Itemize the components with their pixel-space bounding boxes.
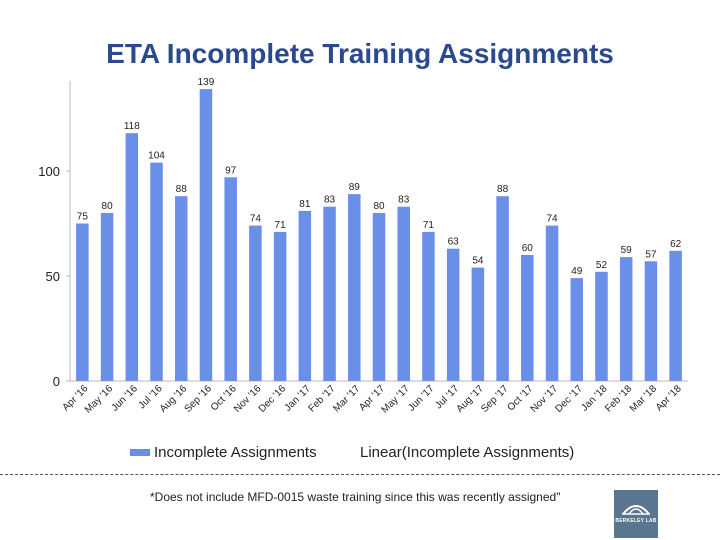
lab-dome-icon	[622, 505, 650, 515]
data-label: 74	[250, 214, 262, 225]
bar	[422, 231, 435, 381]
data-label: 71	[423, 220, 435, 231]
data-label: 80	[373, 201, 385, 212]
x-tick-label: Sep '16	[183, 383, 215, 415]
legend-entry-linear: Linear(Incomplete Assignments)	[360, 444, 575, 461]
data-label: 88	[497, 184, 509, 195]
logo-text: BERKELEY LAB	[615, 518, 657, 524]
x-tick-label: Sep '17	[479, 383, 511, 415]
bar	[619, 257, 633, 381]
data-label: 62	[670, 239, 682, 250]
bar	[273, 231, 287, 381]
data-label: 60	[522, 243, 534, 254]
data-label: 80	[102, 201, 114, 212]
bar	[595, 271, 608, 381]
bar	[446, 248, 460, 381]
bar	[298, 210, 312, 381]
x-tick-label: May '17	[380, 383, 413, 416]
data-label: 71	[275, 220, 287, 231]
data-label: 59	[621, 245, 633, 256]
bar	[644, 261, 658, 381]
data-label: 83	[398, 195, 410, 206]
x-tick-label: Dec '16	[257, 383, 289, 415]
bar	[669, 250, 682, 381]
legend-label-incomplete: Incomplete Assignments	[154, 444, 317, 461]
y-tick-label: 0	[53, 374, 60, 389]
bar	[249, 225, 262, 381]
bar	[471, 267, 485, 381]
data-label: 75	[77, 212, 89, 223]
bar	[100, 213, 114, 381]
x-tick-label: Mar '18	[628, 383, 659, 414]
data-label: 104	[148, 151, 165, 162]
y-tick-label: 50	[46, 269, 60, 284]
data-label: 89	[349, 182, 361, 193]
bar	[150, 162, 163, 381]
legend-swatch	[130, 449, 150, 456]
bar	[397, 206, 410, 381]
bar	[76, 223, 89, 381]
x-tick-label: Apr '18	[654, 383, 684, 413]
bar	[570, 278, 584, 381]
data-label: 52	[596, 260, 608, 271]
footnote: *Does not include MFD-0015 waste trainin…	[150, 490, 561, 504]
x-tick-label: Mar '17	[331, 383, 362, 414]
x-tick-label: Jun '16	[110, 383, 141, 414]
bar	[125, 133, 139, 381]
x-tick-label: May '16	[83, 383, 116, 416]
data-label: 81	[299, 199, 311, 210]
chart-title: ETA Incomplete Training Assignments	[106, 38, 614, 69]
bar	[224, 177, 237, 381]
bar	[545, 225, 559, 381]
bar	[372, 213, 386, 381]
data-label: 88	[176, 184, 188, 195]
data-label: 63	[448, 237, 460, 248]
legend-entry-incomplete: Incomplete Assignments	[130, 444, 317, 461]
data-label: 97	[225, 165, 237, 176]
data-label: 57	[645, 249, 657, 260]
bar	[521, 255, 534, 381]
bar	[348, 194, 361, 381]
bar	[496, 196, 509, 381]
y-tick-label: 100	[38, 164, 60, 179]
data-label: 74	[546, 214, 558, 225]
berkeley-lab-logo: BERKELEY LAB	[614, 490, 658, 538]
footer-divider	[0, 474, 720, 475]
x-tick-label: Jun '17	[406, 383, 437, 414]
data-label: 49	[571, 266, 583, 277]
bar	[323, 206, 336, 381]
bar	[174, 196, 188, 381]
data-label: 83	[324, 195, 336, 206]
data-label: 118	[124, 121, 140, 132]
bar	[199, 89, 213, 381]
data-label: 54	[472, 256, 484, 267]
x-tick-label: Dec '17	[553, 383, 585, 415]
data-label: 139	[198, 77, 215, 88]
